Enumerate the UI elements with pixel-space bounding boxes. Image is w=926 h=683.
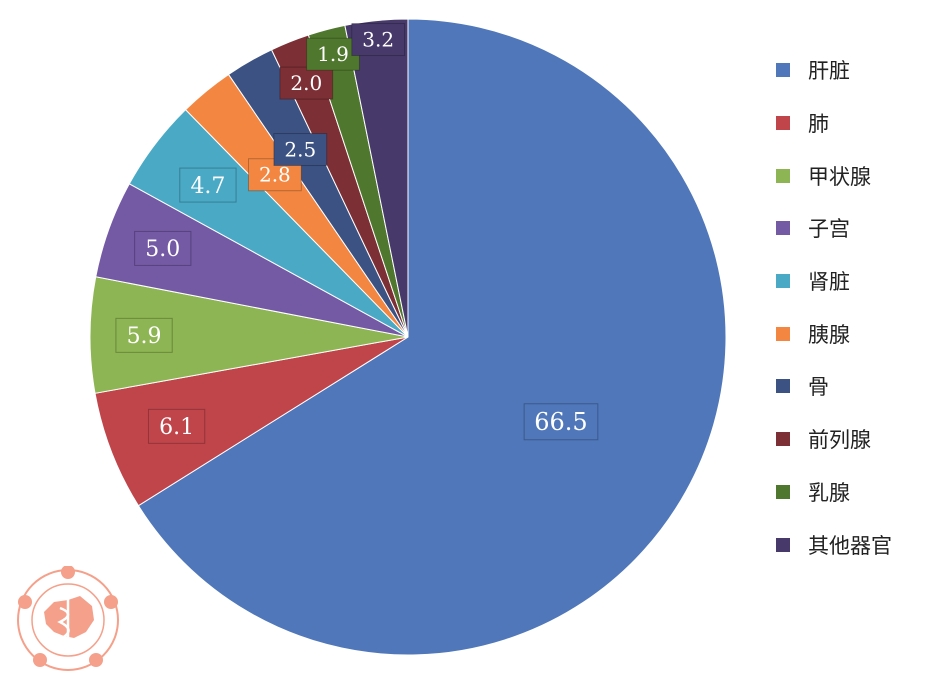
data-label-text: 3.2 [362, 28, 394, 52]
legend-label: 胰腺 [808, 322, 850, 347]
data-label-8: 2.0 [279, 66, 334, 100]
legend-swatch [776, 379, 790, 394]
data-label-text: 2.0 [290, 71, 322, 95]
data-label-1: 66.5 [523, 403, 599, 441]
data-label-box [273, 133, 328, 167]
legend-item: 前列腺 [776, 413, 926, 466]
legend-item: 骨 [776, 360, 926, 413]
data-label-text: 4.7 [190, 174, 225, 199]
pie-slice-10 [344, 18, 409, 338]
pie-slice-2 [94, 336, 409, 507]
legend-label: 肝脏 [808, 59, 850, 84]
legend-item: 子宫 [776, 202, 926, 255]
data-label-2: 6.1 [147, 408, 206, 444]
chart-legend: 肝脏肺甲状腺子宫肾脏胰腺骨前列腺乳腺其他器官 [776, 44, 926, 571]
data-label-text: 5.0 [145, 237, 180, 262]
pie-data-labels: 66.5 6.1 5.9 5.0 4.7 2.82.5 2.0 1.9 3.2 [115, 23, 599, 444]
legend-label: 前列腺 [808, 428, 871, 453]
legend-swatch [776, 116, 790, 131]
data-label-box [179, 167, 237, 203]
legend-item: 甲状腺 [776, 149, 926, 202]
data-label-5: 4.7 [179, 167, 237, 203]
data-label-text: 2.5 [284, 138, 316, 162]
legend-item: 胰腺 [776, 307, 926, 360]
data-label-box [351, 23, 406, 57]
legend-swatch [776, 484, 790, 499]
legend-swatch [776, 168, 790, 183]
data-label-text: 5.9 [127, 324, 162, 349]
legend-item: 肝脏 [776, 44, 926, 97]
data-label-3: 5.9 [115, 317, 173, 353]
data-label-box [147, 408, 206, 444]
legend-swatch [776, 432, 790, 447]
legend-label: 子宫 [808, 217, 850, 242]
data-label-text: 1.9 [317, 42, 349, 66]
legend-item: 其他器官 [776, 518, 926, 571]
data-label-4: 5.0 [134, 230, 192, 266]
legend-swatch [776, 221, 790, 236]
legend-swatch [776, 326, 790, 341]
data-label-box [306, 37, 360, 71]
data-label-9: 1.9 [306, 37, 360, 71]
data-label-10: 3.2 [351, 23, 406, 57]
pie-slices [89, 18, 727, 656]
legend-item: 乳腺 [776, 466, 926, 519]
legend-item: 肺 [776, 97, 926, 150]
legend-swatch [776, 537, 790, 552]
legend-label: 骨 [808, 375, 829, 400]
legend-swatch [776, 274, 790, 289]
legend-swatch [776, 63, 790, 78]
legend-label: 肾脏 [808, 270, 850, 295]
legend-label: 肺 [808, 112, 829, 137]
chinese-medical-association-logo [14, 565, 122, 674]
data-label-box [279, 66, 334, 100]
data-label-box [115, 317, 173, 353]
legend-label: 其他器官 [808, 533, 892, 558]
legend-label: 乳腺 [808, 480, 850, 505]
legend-item: 肾脏 [776, 255, 926, 308]
data-label-7: 2.5 [273, 133, 328, 167]
data-label-box [523, 403, 599, 441]
data-label-text: 6.1 [159, 415, 194, 440]
pie-slice-1 [137, 18, 727, 656]
data-label-text: 66.5 [534, 408, 587, 436]
legend-label: 甲状腺 [808, 164, 871, 189]
data-label-text: 2.8 [259, 163, 291, 187]
data-label-box [134, 230, 192, 266]
